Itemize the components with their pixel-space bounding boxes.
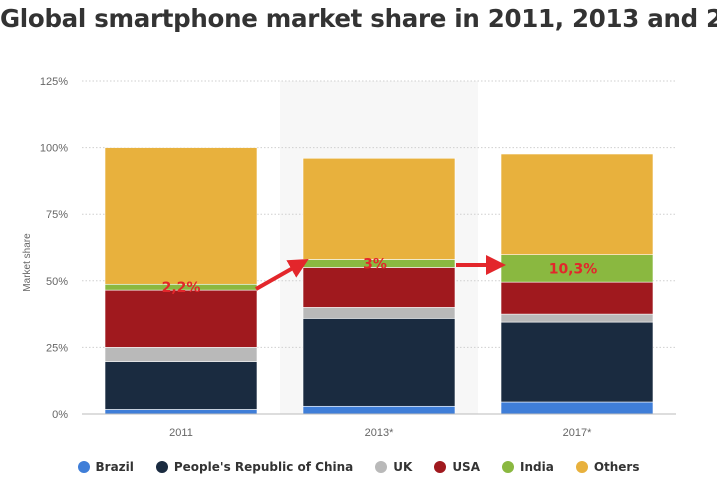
y-tick-label: 125%: [40, 76, 68, 88]
legend-label: People's Republic of China: [173, 460, 354, 474]
bar-segment: [500, 401, 654, 415]
legend-swatch: [155, 461, 168, 473]
legend-label: India: [520, 460, 554, 474]
stacked-bar-chart: 0% 25% 50% 75% 100% 125% Market share 2011 2013*…: [22, 76, 676, 439]
bar-segment: [104, 409, 258, 415]
legend-item[interactable]: India: [502, 460, 554, 474]
chart-title: Global smartphone market share in 2011, …: [0, 4, 717, 33]
annotation-label: 2,2%: [162, 280, 201, 296]
legend-item[interactable]: USA: [434, 460, 480, 474]
y-tick-label: 100%: [40, 143, 68, 155]
bar-segment: [302, 157, 456, 260]
bar-segment: [104, 347, 258, 362]
legend-swatch: [77, 461, 90, 473]
bar-segment: [104, 147, 258, 285]
bar-segment: [302, 405, 456, 415]
x-tick-label: 2017*: [563, 427, 592, 439]
legend-swatch: [575, 461, 588, 473]
y-tick-label: 25%: [46, 342, 68, 354]
bar-segment: [500, 254, 654, 283]
bar-segment: [302, 318, 456, 407]
legend: Brazil People's Republic of China UK USA Ind…: [0, 460, 717, 474]
legend-item[interactable]: People's Republic of China: [155, 460, 354, 474]
y-axis-label: Market share: [22, 233, 33, 292]
legend-label: USA: [452, 460, 480, 474]
bar-segment: [500, 313, 654, 323]
bar-segment: [500, 321, 654, 403]
legend-label: Brazil: [95, 460, 134, 474]
y-tick-label: 0%: [52, 409, 68, 421]
y-tick-label: 50%: [46, 276, 68, 288]
legend-item[interactable]: Others: [575, 460, 640, 474]
legend-item[interactable]: Brazil: [77, 460, 134, 474]
x-tick-label: 2011: [169, 427, 193, 439]
bar-segment: [500, 281, 654, 315]
bar-segment: [104, 289, 258, 348]
legend-label: UK: [393, 460, 413, 474]
legend-swatch: [502, 461, 514, 473]
bar-segment: [500, 153, 654, 255]
y-tick-label: 75%: [46, 209, 68, 221]
bar-segment: [104, 361, 258, 410]
annotation-label: 3%: [363, 256, 387, 272]
legend-swatch: [375, 461, 388, 473]
bar-segment: [302, 267, 456, 308]
x-tick-label: 2013*: [365, 427, 394, 439]
legend-swatch: [434, 461, 447, 473]
legend-label: Others: [593, 460, 640, 474]
legend-item[interactable]: UK: [375, 460, 412, 474]
annotation-label: 10,3%: [549, 261, 598, 277]
bar-segment: [302, 307, 456, 319]
trend-arrow: [255, 259, 309, 291]
